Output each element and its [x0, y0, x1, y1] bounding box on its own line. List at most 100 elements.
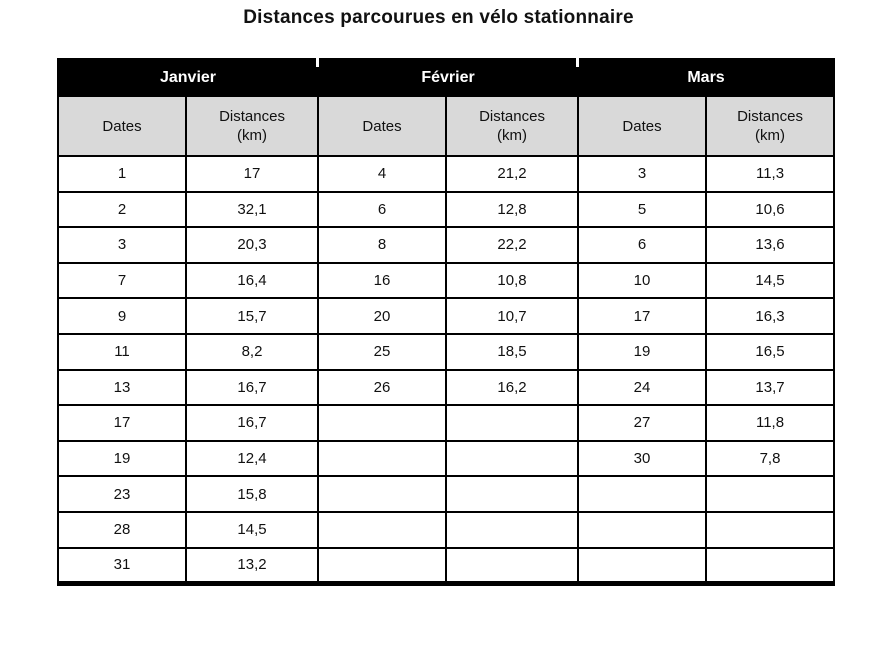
- date-cell: 10: [577, 261, 708, 300]
- distance-cell: 17: [184, 155, 320, 193]
- distance-table-container: Janvier Février Mars Dates Distances (km…: [56, 58, 836, 586]
- date-cell: 3: [577, 155, 708, 193]
- distance-cell: [445, 510, 580, 549]
- distance-cell: 10,8: [445, 261, 580, 300]
- table-row: 3 20,3 8 22,2 6 13,6: [57, 226, 836, 264]
- distance-cell: 16,7: [184, 368, 320, 407]
- distance-cell: [445, 404, 580, 442]
- month-divider-tick: [316, 58, 319, 67]
- page-title: Distances parcourues en vélo stationnair…: [243, 7, 634, 28]
- distance-cell: [705, 510, 836, 549]
- distance-cell: [705, 475, 836, 513]
- date-cell: [317, 546, 448, 585]
- date-cell: 16: [317, 261, 448, 300]
- distance-cell: [445, 475, 580, 513]
- table-row: 7 16,4 16 10,8 10 14,5: [57, 261, 836, 300]
- date-cell: 19: [577, 332, 708, 371]
- distance-cell: 18,5: [445, 332, 580, 371]
- column-header-dates: Dates: [317, 95, 448, 157]
- distance-cell: 15,7: [184, 297, 320, 335]
- distance-cell: 14,5: [705, 261, 836, 300]
- distance-cell: 13,2: [184, 546, 320, 585]
- date-cell: 7: [57, 261, 187, 300]
- column-header-distances-label: Distances: [479, 108, 545, 125]
- distance-cell: 16,3: [705, 297, 836, 335]
- distance-cell: 16,2: [445, 368, 580, 407]
- distance-cell: 12,4: [184, 439, 320, 478]
- distance-cell: 7,8: [705, 439, 836, 478]
- date-cell: 11: [57, 332, 187, 371]
- month-divider-tick: [576, 58, 579, 67]
- date-cell: 23: [57, 475, 187, 513]
- distance-cell: 14,5: [184, 510, 320, 549]
- table-row: 17 16,7 27 11,8: [57, 404, 836, 442]
- date-cell: 17: [577, 297, 708, 335]
- date-cell: 30: [577, 439, 708, 478]
- distance-table: Janvier Février Mars Dates Distances (km…: [56, 58, 836, 586]
- distance-cell: 16,7: [184, 404, 320, 442]
- distance-cell: 10,6: [705, 190, 836, 229]
- date-cell: 25: [317, 332, 448, 371]
- table-row: 1 17 4 21,2 3 11,3: [57, 155, 836, 193]
- distance-cell: 10,7: [445, 297, 580, 335]
- date-cell: [577, 475, 708, 513]
- date-cell: 4: [317, 155, 448, 193]
- month-header-fevrier: Février: [317, 58, 580, 97]
- date-cell: 24: [577, 368, 708, 407]
- date-cell: 31: [57, 546, 187, 585]
- table-row: 13 16,7 26 16,2 24 13,7: [57, 368, 836, 407]
- date-cell: [317, 404, 448, 442]
- distance-cell: 21,2: [445, 155, 580, 193]
- date-cell: [577, 510, 708, 549]
- column-header-distances: Distances (km): [184, 95, 320, 157]
- distance-cell: 22,2: [445, 226, 580, 264]
- column-header-dates: Dates: [57, 95, 187, 157]
- distance-cell: 16,4: [184, 261, 320, 300]
- date-cell: 27: [577, 404, 708, 442]
- date-cell: 1: [57, 155, 187, 193]
- month-header-row: Janvier Février Mars: [56, 58, 836, 97]
- distance-cell: 12,8: [445, 190, 580, 229]
- column-header-distances: Distances (km): [705, 95, 836, 157]
- date-cell: 9: [57, 297, 187, 335]
- distance-cell: [445, 546, 580, 585]
- date-cell: 5: [577, 190, 708, 229]
- date-cell: [317, 510, 448, 549]
- month-header-janvier: Janvier: [56, 58, 320, 97]
- distance-cell: 15,8: [184, 475, 320, 513]
- column-header-distances-unit: (km): [755, 127, 786, 144]
- table-row: 28 14,5: [57, 510, 836, 549]
- distance-cell: 11,8: [705, 404, 836, 442]
- table-row: 11 8,2 25 18,5 19 16,5: [57, 332, 836, 371]
- month-header-mars: Mars: [577, 58, 836, 97]
- table-row: 9 15,7 20 10,7 17 16,3: [57, 297, 836, 335]
- column-header-distances-label: Distances: [219, 108, 285, 125]
- date-cell: 17: [57, 404, 187, 442]
- date-cell: 3: [57, 226, 187, 264]
- distance-cell: 8,2: [184, 332, 320, 371]
- distance-cell: 32,1: [184, 190, 320, 229]
- table-row: 31 13,2: [57, 546, 836, 585]
- table-row: 23 15,8: [57, 475, 836, 513]
- date-cell: 28: [57, 510, 187, 549]
- column-header-dates: Dates: [577, 95, 708, 157]
- distance-cell: 20,3: [184, 226, 320, 264]
- distance-cell: 13,6: [705, 226, 836, 264]
- date-cell: 13: [57, 368, 187, 407]
- date-cell: [317, 439, 448, 478]
- distance-cell: 11,3: [705, 155, 836, 193]
- date-cell: [317, 475, 448, 513]
- distance-cell: [445, 439, 580, 478]
- table-body: 1 17 4 21,2 3 11,3 2 32,1 6 12,8 5 10,6 3 20,3 8 22,2 6 1…: [57, 155, 836, 585]
- distance-cell: 13,7: [705, 368, 836, 407]
- distance-cell: 16,5: [705, 332, 836, 371]
- date-cell: 6: [577, 226, 708, 264]
- table-row: 19 12,4 30 7,8: [57, 439, 836, 478]
- date-cell: [577, 546, 708, 585]
- column-header-distances-label: Distances: [737, 108, 803, 125]
- date-cell: 19: [57, 439, 187, 478]
- date-cell: 20: [317, 297, 448, 335]
- column-header-distances-unit: (km): [497, 127, 528, 144]
- distance-cell: [705, 546, 836, 585]
- column-header-distances: Distances (km): [445, 95, 580, 157]
